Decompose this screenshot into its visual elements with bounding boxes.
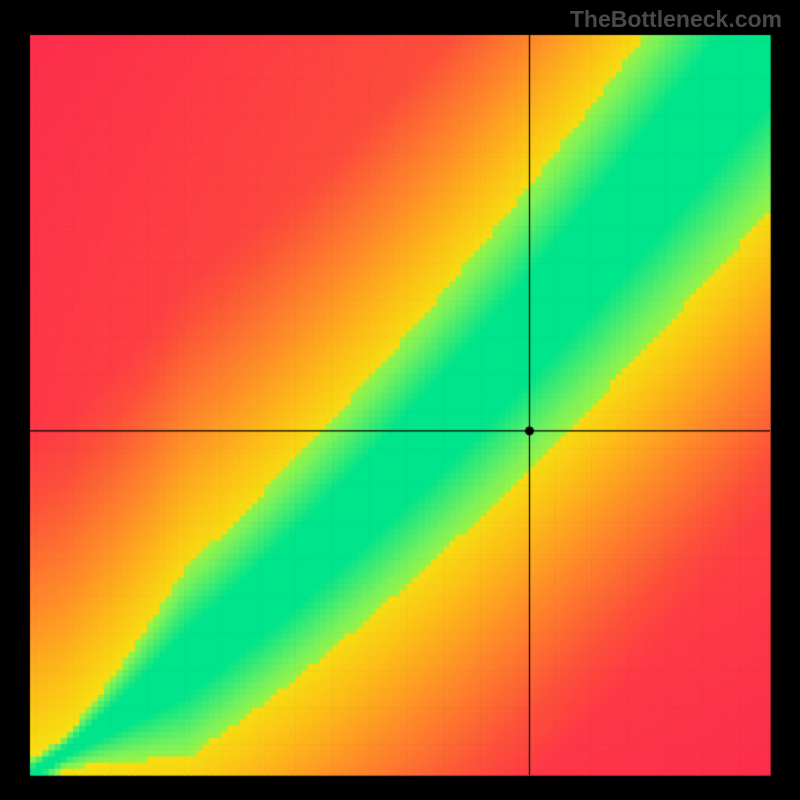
- watermark-text: TheBottleneck.com: [570, 6, 782, 33]
- chart-container: TheBottleneck.com: [0, 0, 800, 800]
- bottleneck-heatmap: [0, 0, 800, 800]
